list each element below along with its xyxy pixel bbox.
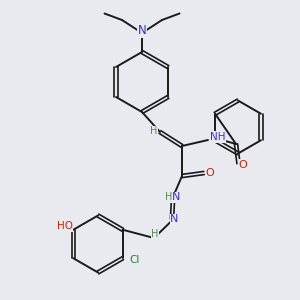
- Text: Cl: Cl: [130, 255, 140, 265]
- Text: N: N: [170, 214, 179, 224]
- Text: HO: HO: [57, 221, 73, 231]
- Text: N: N: [172, 193, 181, 202]
- Text: N: N: [138, 24, 146, 37]
- Text: NH: NH: [209, 132, 225, 142]
- Text: H: H: [165, 193, 172, 202]
- Text: O: O: [205, 167, 214, 178]
- Text: O: O: [238, 160, 247, 170]
- Text: H: H: [150, 126, 157, 136]
- Text: H: H: [151, 229, 159, 239]
